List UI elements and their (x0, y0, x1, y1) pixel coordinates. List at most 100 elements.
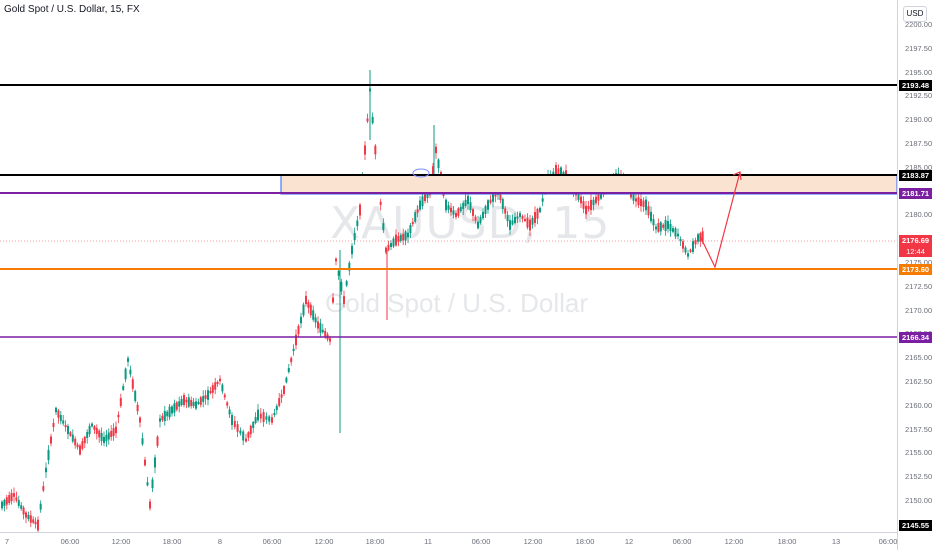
price-axis[interactable] (897, 0, 932, 550)
candle-body (34, 521, 37, 525)
candle-body (10, 492, 13, 502)
candle-body (464, 199, 467, 207)
candle-body (534, 212, 536, 223)
candle-body (689, 249, 692, 252)
candle-body (309, 304, 312, 316)
price-tick: 2172.50 (905, 281, 932, 291)
projection-arrow[interactable] (699, 171, 741, 269)
candle-body (455, 212, 457, 218)
candle-body (119, 398, 122, 406)
price-tick: 2162.50 (905, 377, 932, 386)
candle-body (259, 413, 262, 419)
candle-body (536, 208, 539, 219)
candle-body (684, 247, 687, 253)
candle-body (305, 295, 307, 305)
candle-body (687, 253, 689, 257)
badge-2166: 2166.34 (899, 332, 932, 343)
candle-body (390, 242, 392, 248)
candle-body (149, 501, 151, 509)
candle-body (662, 224, 665, 228)
candle-body (577, 189, 580, 201)
candle-body (635, 198, 637, 202)
candle-body (71, 434, 74, 442)
candle-body (407, 232, 409, 238)
candle-body (297, 325, 300, 335)
candle-body (283, 386, 285, 394)
candle-body (151, 479, 154, 489)
candle-body (122, 386, 125, 390)
candle-body (300, 316, 302, 324)
candle-body (192, 401, 195, 407)
candle-body (664, 220, 667, 232)
candle-body (489, 199, 492, 203)
candle-body (392, 238, 395, 247)
candle-body (416, 209, 419, 213)
candle-body (141, 438, 144, 445)
candle-body (447, 205, 450, 210)
candle-body (382, 223, 385, 231)
price-tick: 2155.00 (905, 448, 932, 458)
candle-body (209, 390, 212, 394)
candle-body (91, 423, 93, 427)
chart-title: Gold Spot / U.S. Dollar, 15, FX (4, 4, 140, 15)
candle-body (278, 398, 281, 406)
badge-2173: 2173.60 (899, 264, 932, 275)
candle-body (17, 500, 20, 506)
candle-body (129, 369, 132, 375)
candle-body (409, 224, 412, 234)
candle-body (432, 166, 434, 174)
candlestick-chart[interactable] (0, 0, 897, 532)
candle-body (374, 145, 377, 155)
candle-body (1, 501, 3, 509)
candle-body (399, 235, 402, 241)
candle-body (459, 206, 462, 212)
candle-body (366, 118, 369, 122)
candle-body (190, 399, 193, 407)
candle-body (231, 414, 233, 426)
candle-body (93, 426, 96, 430)
candle-body (647, 206, 650, 216)
candle-body (285, 377, 288, 383)
time-tick: 13 (831, 537, 841, 546)
candle-body (27, 514, 30, 520)
candle-body (345, 281, 348, 286)
candle-body (701, 231, 704, 243)
price-tick: 2200.00 (905, 20, 932, 29)
candle-body (146, 482, 149, 486)
candle-body (435, 146, 437, 154)
candle-body (187, 397, 190, 407)
candle-body (29, 515, 32, 523)
currency-label[interactable]: USD (903, 6, 927, 22)
candle-body (207, 390, 209, 400)
candle-body (652, 219, 655, 226)
candles (1, 70, 704, 532)
candle-body (329, 338, 331, 342)
candle-body (332, 297, 334, 303)
candle-body (100, 433, 103, 441)
candle-body (39, 503, 42, 510)
candle-body (242, 431, 245, 441)
candle-body (292, 348, 295, 352)
candle-body (421, 196, 424, 207)
candle-body (424, 193, 426, 202)
candle-body (8, 495, 11, 503)
time-tick: 18:00 (365, 537, 385, 546)
candle-body (317, 321, 319, 329)
candle-body (364, 145, 366, 155)
price-tick: 2152.50 (905, 472, 932, 482)
candle-body (47, 449, 50, 461)
candle-body (295, 334, 297, 346)
candle-body (52, 423, 55, 427)
candle-body (514, 216, 516, 224)
candle-body (637, 197, 640, 206)
candle-body (541, 198, 544, 202)
supply-zone[interactable] (280, 174, 897, 195)
candle-body (697, 234, 699, 242)
candle-body (287, 367, 290, 373)
candle-body (134, 390, 137, 402)
candle-body (531, 217, 534, 225)
time-axis[interactable] (0, 532, 897, 551)
ellipse-marker[interactable] (412, 168, 430, 178)
candle-body (105, 434, 108, 442)
candle-body (171, 406, 173, 414)
